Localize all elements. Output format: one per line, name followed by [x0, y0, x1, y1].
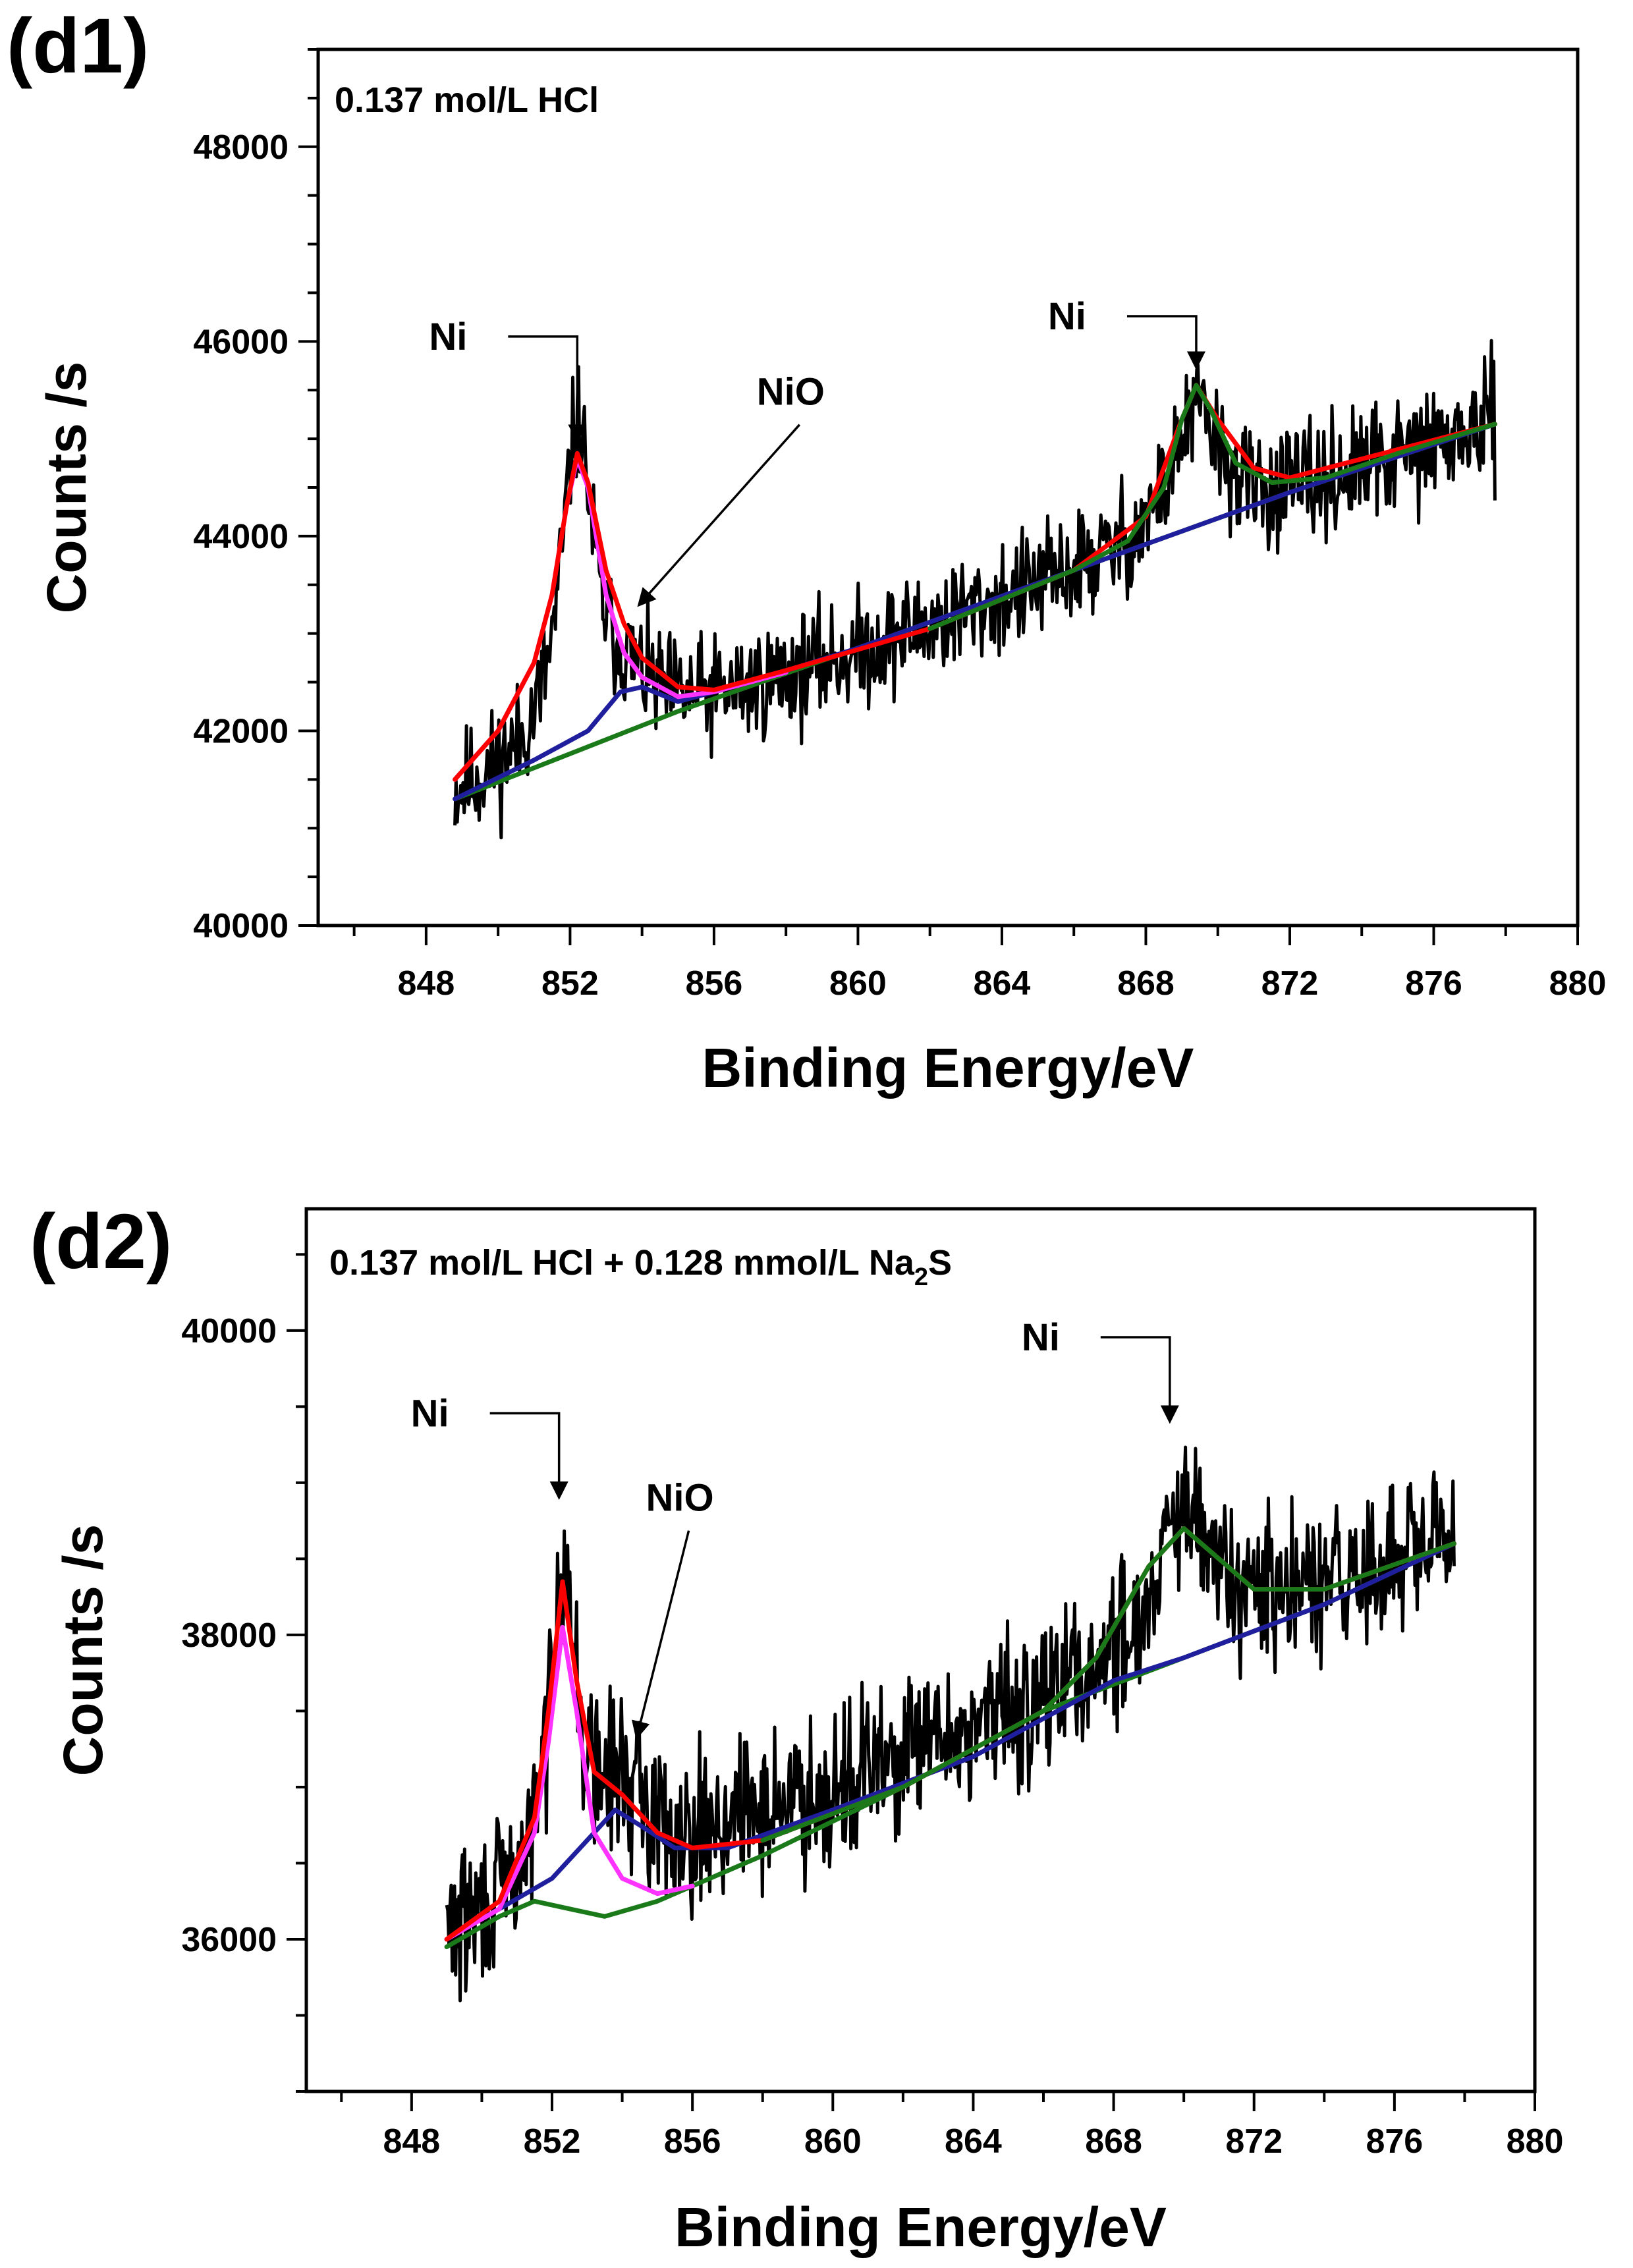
panel-label: (d1)	[7, 3, 149, 90]
panel-label: (d2)	[30, 1198, 172, 1285]
y-tick-label: 42000	[193, 712, 289, 750]
annotation-label: NiO	[757, 371, 825, 414]
y-tick-label: 40000	[181, 1312, 277, 1350]
annotation-label: Ni	[429, 316, 467, 358]
x-tick-label: 860	[804, 2122, 862, 2161]
condition-title-end: S	[928, 1243, 952, 1283]
condition-title-main: 0.137 mol/L HCl + 0.128 mmol/L Na	[329, 1243, 915, 1283]
y-axis-title: Counts /s	[36, 362, 97, 614]
annotation-arrow	[508, 335, 587, 443]
y-tick-label: 48000	[193, 128, 289, 167]
x-tick-label: 872	[1261, 964, 1319, 1003]
condition-title: 0.137 mol/L HCl	[335, 80, 599, 120]
x-tick-label: 876	[1366, 2122, 1423, 2161]
annotation-label: Ni	[1022, 1316, 1060, 1359]
x-tick-label: 848	[383, 2122, 440, 2161]
y-tick-label: 46000	[193, 323, 289, 361]
annotation-arrow	[637, 424, 801, 607]
annotation-arrow	[631, 1530, 690, 1740]
series-raw-spectrum	[453, 339, 1497, 840]
x-tick-label: 880	[1507, 2122, 1564, 2161]
x-tick-label: 852	[541, 964, 599, 1003]
annotation-arrow	[489, 1412, 568, 1501]
condition-title-main: 0.137 mol/L HCl	[335, 80, 599, 120]
condition-title: 0.137 mol/L HCl + 0.128 mmol/L Na2S	[329, 1243, 952, 1291]
x-axis-title: Binding Energy/eV	[702, 1037, 1194, 1099]
series-raw-spectrum	[445, 1445, 1456, 2003]
x-tick-label: 872	[1225, 2122, 1283, 2161]
x-tick-label: 864	[974, 964, 1031, 1003]
x-tick-label: 868	[1085, 2122, 1142, 2161]
annotation-label: NiO	[646, 1477, 714, 1520]
condition-title-subscript: 2	[914, 1263, 928, 1291]
chart-panel-1: (d1) 0.137 mol/L HCl 848 852 856 860 864 868 872…	[7, 3, 1606, 1099]
y-tick-label: 38000	[181, 1617, 277, 1655]
x-tick-label: 864	[945, 2122, 1002, 2161]
x-tick-label: 848	[398, 964, 455, 1003]
series-ni-2p3-2-fit	[444, 1624, 695, 1942]
x-axis: 848 852 856 860 864 868 872 876 880	[352, 926, 1607, 1003]
y-axis: 36000 38000 40000	[181, 1253, 306, 2093]
x-tick-label: 860	[829, 964, 887, 1003]
y-tick-label: 44000	[193, 518, 289, 556]
x-tick-label: 856	[664, 2122, 721, 2161]
series-ni-2p1-2-fit	[927, 383, 1497, 631]
annotation-label: Ni	[411, 1393, 449, 1435]
x-tick-label: 876	[1405, 964, 1462, 1003]
x-tick-label: 868	[1117, 964, 1175, 1003]
series-ni-2p1-2-fit	[760, 1526, 1456, 1843]
x-tick-label: 856	[686, 964, 743, 1003]
x-tick-label: 880	[1549, 964, 1607, 1003]
annotations: Ni NiO Ni	[411, 1316, 1179, 1740]
annotations: Ni NiO Ni	[429, 295, 1205, 607]
annotation-arrow	[1126, 315, 1205, 370]
y-tick-label: 36000	[181, 1921, 277, 1959]
plot-area	[453, 339, 1497, 840]
x-tick-label: 852	[524, 2122, 581, 2161]
chart-panel-2: (d2) 0.137 mol/L HCl + 0.128 mmol/L Na2S 8…	[30, 1198, 1563, 2258]
plot-area	[444, 1445, 1456, 2003]
x-axis-title: Binding Energy/eV	[675, 2196, 1167, 2258]
annotation-label: Ni	[1048, 295, 1086, 338]
x-axis: 848 852 856 860 864 868 872 876 880	[340, 2091, 1564, 2161]
plot-frame	[304, 1207, 1537, 2093]
annotation-arrow	[1100, 1336, 1179, 1424]
y-axis-title: Counts /s	[52, 1524, 114, 1777]
y-tick-label: 40000	[193, 907, 289, 945]
y-axis: 40000 42000 44000 46000 48000	[193, 48, 318, 945]
